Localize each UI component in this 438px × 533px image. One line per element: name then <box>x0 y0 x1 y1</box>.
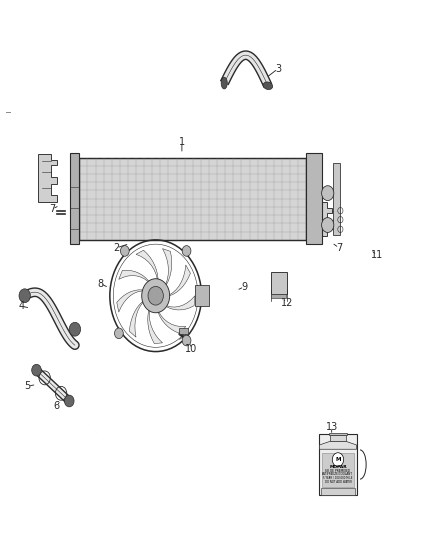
Text: 7: 7 <box>336 243 342 253</box>
Text: 11: 11 <box>371 250 383 260</box>
Text: 4: 4 <box>18 301 25 311</box>
Bar <box>321 454 354 487</box>
Bar <box>332 163 340 235</box>
Circle shape <box>182 246 191 256</box>
Text: 9: 9 <box>241 282 247 292</box>
Circle shape <box>120 246 129 256</box>
Polygon shape <box>319 441 357 449</box>
Circle shape <box>321 185 334 200</box>
Circle shape <box>19 289 30 303</box>
Text: M: M <box>335 457 341 462</box>
Polygon shape <box>148 310 162 344</box>
Bar <box>195 285 209 306</box>
Text: ANTIFREEZE/COOLANT: ANTIFREEZE/COOLANT <box>322 472 353 477</box>
Polygon shape <box>136 250 158 279</box>
Bar <box>329 433 347 435</box>
Circle shape <box>69 322 81 336</box>
Circle shape <box>321 217 334 232</box>
Circle shape <box>148 286 163 305</box>
Text: 5 YEAR / 100,000 MILE: 5 YEAR / 100,000 MILE <box>323 476 353 480</box>
Bar <box>319 434 357 495</box>
Ellipse shape <box>263 82 273 90</box>
Text: 7: 7 <box>49 204 55 214</box>
Text: 10: 10 <box>184 344 197 354</box>
Bar <box>306 154 321 244</box>
Text: 2: 2 <box>113 243 120 253</box>
Polygon shape <box>318 201 332 236</box>
Text: 1: 1 <box>179 136 185 147</box>
Circle shape <box>32 365 41 376</box>
Text: 3: 3 <box>275 64 281 74</box>
Polygon shape <box>166 296 195 310</box>
Text: 13: 13 <box>325 422 338 432</box>
Circle shape <box>142 279 170 313</box>
Bar <box>179 328 187 334</box>
Polygon shape <box>170 265 191 296</box>
Bar <box>79 158 306 240</box>
Text: 8: 8 <box>97 279 103 288</box>
Bar <box>272 294 286 298</box>
Text: MOPAR: MOPAR <box>329 465 347 469</box>
Polygon shape <box>38 154 57 201</box>
Circle shape <box>64 395 74 407</box>
Bar <box>70 154 79 244</box>
Circle shape <box>332 453 344 466</box>
Bar <box>321 488 355 495</box>
Circle shape <box>114 328 123 338</box>
Bar <box>330 435 346 441</box>
Polygon shape <box>117 290 142 312</box>
Circle shape <box>182 335 191 346</box>
Text: DO NOT ADD WATER: DO NOT ADD WATER <box>325 480 351 483</box>
Polygon shape <box>162 248 172 285</box>
Polygon shape <box>129 302 143 337</box>
Ellipse shape <box>221 77 227 89</box>
Text: 6: 6 <box>53 401 60 411</box>
Polygon shape <box>158 312 186 334</box>
Bar <box>271 272 287 294</box>
Polygon shape <box>119 270 149 281</box>
Text: 68 OE PREMIXED: 68 OE PREMIXED <box>325 469 350 473</box>
Text: 5: 5 <box>25 381 31 391</box>
Text: 12: 12 <box>280 297 293 308</box>
